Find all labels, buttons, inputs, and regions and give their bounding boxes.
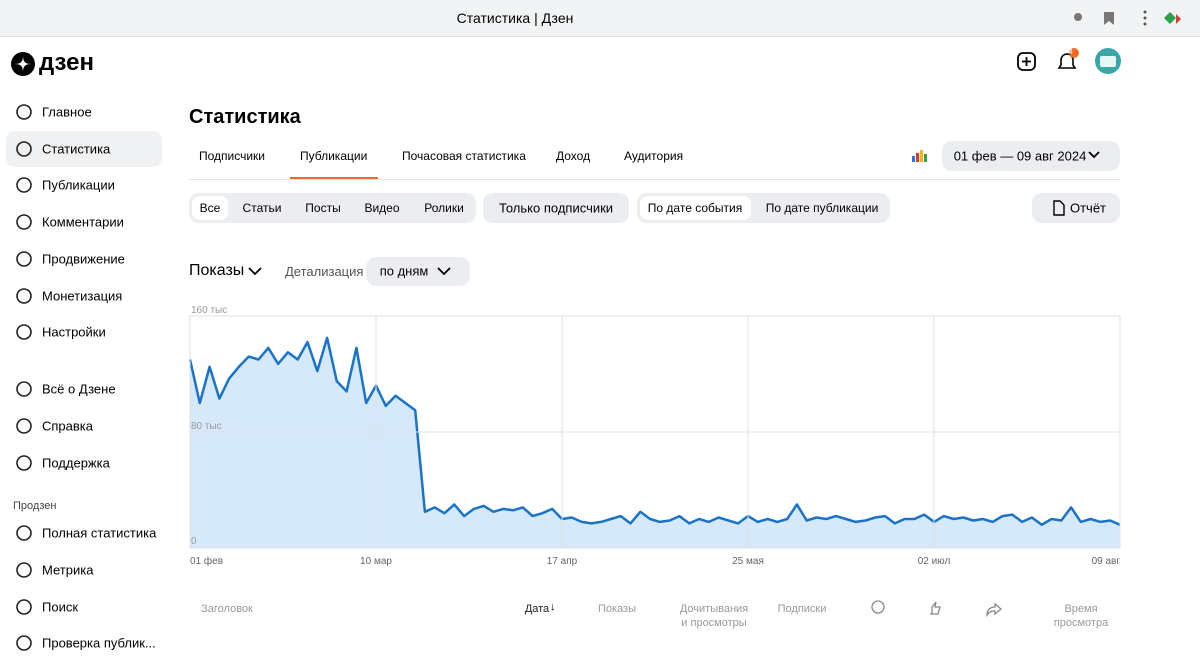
column-header: Заголовок <box>201 603 253 615</box>
report-button[interactable] <box>1032 193 1120 223</box>
column-header-line: Время <box>1064 603 1098 615</box>
column-header[interactable]: Дата <box>524 603 550 615</box>
chart-icon <box>912 150 927 162</box>
x-tick-label: 02 июл <box>918 556 951 567</box>
report[interactable]: Отчёт <box>1069 200 1107 216</box>
type-filter[interactable]: Статьи <box>242 201 282 215</box>
column-header-line: и просмотры <box>681 617 747 629</box>
nav-item[interactable]: Поддержка <box>42 455 110 471</box>
nav-icon <box>16 140 32 157</box>
nav-item[interactable]: Поиск <box>42 599 79 615</box>
column-header-line: просмотра <box>1053 617 1109 629</box>
nav-icon <box>16 214 32 230</box>
column-header: Подписки <box>777 603 827 615</box>
y-tick-label: 0 <box>191 536 197 547</box>
header-icons <box>1017 48 1121 74</box>
chevron <box>437 267 451 276</box>
nav-icon <box>16 287 32 304</box>
page-title: Статистика <box>189 106 301 128</box>
nav-item[interactable]: Проверка публик... <box>42 635 156 651</box>
tab[interactable]: Почасовая статистика <box>402 149 526 163</box>
y-tick-label: 160 тыс <box>191 305 227 316</box>
nav-icon <box>16 381 32 397</box>
tab-divider <box>189 179 1120 180</box>
browser-icons <box>1074 10 1181 26</box>
x-tick-label: 01 фев <box>190 555 223 567</box>
nav-icon <box>16 561 32 578</box>
detail-button[interactable] <box>366 257 470 286</box>
nav-item[interactable]: Главное <box>42 104 92 120</box>
nav-icon <box>16 177 32 194</box>
type-filter[interactable]: Видео <box>364 201 400 215</box>
type-filter[interactable]: Посты <box>305 201 341 215</box>
area <box>190 337 1120 548</box>
logo-icon <box>11 52 35 76</box>
column-header: Дочитывания и просмотры <box>680 602 748 630</box>
x-tick-label: 17 апр <box>547 556 578 567</box>
type-filter[interactable]: Все <box>199 201 221 215</box>
date-mode-active <box>640 196 751 220</box>
column-header: Время просмотра <box>1054 602 1108 630</box>
nav-icon <box>16 525 32 541</box>
active-tab-underline <box>290 177 378 179</box>
type-filter[interactable]: Ролики <box>424 201 464 215</box>
tab[interactable]: Доход <box>556 149 591 163</box>
column-icons <box>871 600 1003 618</box>
nav-icon <box>16 635 32 652</box>
date-range-button[interactable] <box>942 141 1120 171</box>
column-header-line: Дочитывания <box>679 603 749 615</box>
line <box>188 336 1121 527</box>
x-tick-label: 25 мая <box>732 556 764 567</box>
nav-item[interactable]: Комментарии <box>42 214 124 230</box>
nav-icon <box>16 324 32 340</box>
chevron <box>248 267 262 276</box>
nav-icon <box>16 250 32 267</box>
chevron <box>1088 151 1100 159</box>
nav-item[interactable]: Продвижение <box>42 251 125 267</box>
nav-icon <box>16 418 32 434</box>
detail-value[interactable]: по дням <box>379 263 429 279</box>
nav-item[interactable]: Статистика <box>42 141 111 157</box>
report-icon <box>1053 200 1065 216</box>
nav-item[interactable]: Настройки <box>42 324 106 340</box>
notification-badge: 4 <box>1069 49 1073 56</box>
section-title: Продзен <box>13 500 57 512</box>
nav-icon <box>16 104 32 120</box>
sort-arrow: ↓ <box>550 601 556 613</box>
tab[interactable]: Публикации <box>300 149 368 163</box>
logo-text: дзен <box>39 49 94 76</box>
nav-item[interactable]: Всё о Дзене <box>42 381 116 397</box>
y-tick-label: 80 тыс <box>191 421 222 432</box>
tab[interactable]: Подписчики <box>199 149 266 163</box>
nav-item[interactable]: Монетизация <box>42 288 123 303</box>
tab[interactable]: Аудитория <box>624 149 684 163</box>
nav-item[interactable]: Полная статистика <box>42 525 157 541</box>
nav-item[interactable]: Метрика <box>42 562 94 578</box>
nav-icon <box>16 598 32 615</box>
nav-item[interactable]: Публикации <box>42 177 115 193</box>
metric-select[interactable]: Показы <box>189 262 245 279</box>
active-nav-bg <box>6 131 162 167</box>
browser-title: Статистика | Дзен <box>456 10 574 26</box>
date-range[interactable]: 01 фев — 09 авг 2024 <box>953 148 1087 164</box>
column-header: Показы <box>597 603 637 615</box>
chart: 01 фев 10 мар 17 апр 25 мая 02 июл 09 авг 0 80 … <box>188 305 1121 567</box>
nav-item[interactable]: Справка <box>42 418 93 434</box>
detail-label: Детализация <box>285 264 364 279</box>
date-mode[interactable]: По дате публикации <box>765 201 879 215</box>
subscribers-only-button[interactable] <box>483 193 629 223</box>
x-tick-label: 09 авг <box>1092 556 1121 567</box>
date-mode[interactable]: По дате события <box>647 201 743 215</box>
nav-icon <box>16 455 32 471</box>
type-filter-group <box>189 193 476 223</box>
browser-bar <box>0 0 1200 37</box>
type-filter-active <box>192 196 228 220</box>
subscribers-only[interactable]: Только подписчики <box>498 200 614 216</box>
x-tick-label: 10 мар <box>360 556 392 567</box>
